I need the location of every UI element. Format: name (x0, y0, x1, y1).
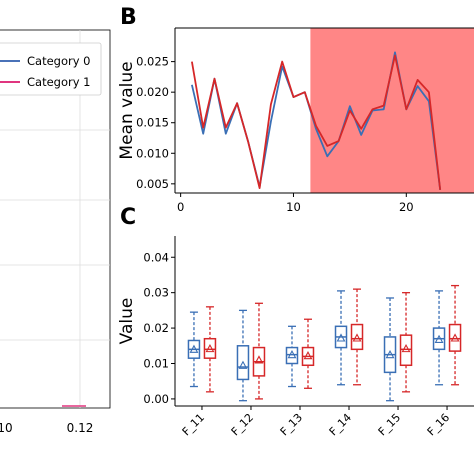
y-tick-label: 0.005 (136, 177, 169, 191)
y-tick-label: 0.010 (136, 146, 169, 160)
box-mean-marker (254, 355, 264, 364)
box-mean-marker (336, 333, 346, 342)
panel-c-letter: C (120, 205, 136, 230)
box-body (285, 346, 299, 365)
box-body (448, 323, 462, 352)
box-mean-marker (205, 343, 215, 353)
panel-a-tick-label: 10 (0, 421, 13, 435)
box-body (399, 334, 413, 367)
y-tick-label: 0.03 (143, 286, 169, 300)
panel-c-box-plot: 0.00 0.01 0.02 0.03 0.04 F_11 F_12 F_13 F_14 F_15… (117, 236, 474, 438)
x-tick-label: 10 (286, 200, 301, 214)
shaded-region (310, 28, 474, 193)
panel-a-legend-box (0, 42, 102, 96)
box-mean-marker (238, 360, 248, 369)
panel-b-line-chart: 0.005 0.010 0.015 0.020 0.025 0 10 20 Mean value (117, 27, 474, 214)
y-tick-label: 0.02 (143, 321, 169, 335)
box-body (203, 337, 217, 359)
y-axis-label: Value (117, 298, 137, 345)
y-axis-label: Mean value (117, 61, 137, 159)
legend-label-category-0: Category 0 (27, 54, 91, 68)
box-mean-marker (303, 351, 313, 360)
series-line-1 (191, 54, 442, 191)
y-tick-label: 0.020 (136, 85, 169, 99)
box-mean-marker (189, 344, 199, 353)
x-tick-label: F_14 (327, 411, 354, 438)
x-tick-label: F_11 (180, 411, 207, 438)
box-body (350, 323, 364, 351)
x-tick-label: 20 (399, 200, 414, 214)
x-tick-label: F_15 (376, 411, 403, 438)
legend-label-category-1: Category 1 (27, 75, 91, 89)
box-mean-marker (385, 349, 395, 359)
box-mean-marker (450, 333, 460, 342)
x-tick-label: F_13 (278, 411, 305, 438)
y-tick-label: 0.04 (143, 250, 169, 264)
y-tick-label: 0.015 (136, 116, 169, 130)
panel-a-tick-label: 0.12 (67, 421, 94, 435)
x-tick-label: F_16 (425, 411, 452, 438)
x-tick-label: 0 (177, 200, 184, 214)
panel-a: Category 0 Category 1 10 0.12 (0, 29, 111, 435)
y-tick-label: 0.00 (143, 392, 169, 406)
y-tick-label: 0.01 (143, 357, 169, 371)
y-tick-label: 0.025 (136, 55, 169, 69)
box-mean-marker (401, 343, 411, 353)
panel-b-letter: B (120, 5, 137, 30)
x-tick-label: F_12 (229, 411, 256, 438)
box-mean-marker (352, 333, 362, 342)
box-mean-marker (287, 349, 297, 359)
box-mean-marker (434, 334, 444, 343)
